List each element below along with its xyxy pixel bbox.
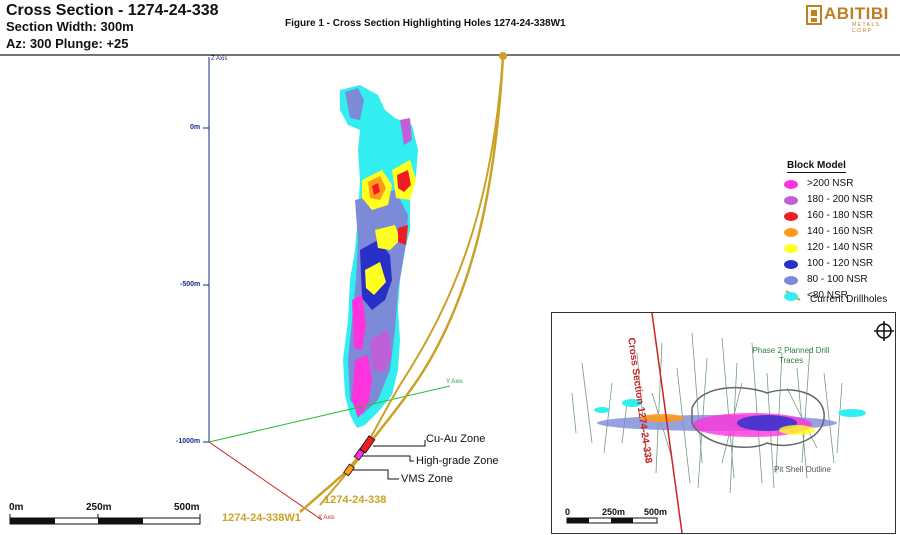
north-arrow-icon xyxy=(874,321,894,341)
inset-scale-0: 0 xyxy=(565,507,571,517)
logo-name: ABITIBI xyxy=(824,4,889,23)
inset-section-line xyxy=(651,313,683,533)
legend-drillholes-label: Current Drillholes xyxy=(810,294,888,305)
scale-label-500: 500m xyxy=(174,502,200,513)
legend-swatch xyxy=(784,228,798,237)
z-tick-500: -500m xyxy=(180,281,201,288)
page-title: Cross Section - 1274-24-338 xyxy=(6,2,219,19)
logo-subtitle: METALS CORP xyxy=(852,22,881,34)
drillhole-1274-24-338 xyxy=(319,55,504,506)
legend-swatch xyxy=(784,196,798,205)
cu-au-zone-label: Cu-Au Zone xyxy=(426,433,486,445)
legend-label: 100 - 120 NSR xyxy=(807,258,874,269)
inset-scale-bar xyxy=(566,517,658,524)
legend-label: 180 - 200 NSR xyxy=(807,194,874,205)
logo-mark-icon xyxy=(806,5,822,25)
z-tick-0: 0m xyxy=(190,124,201,131)
azimuth-text: Az: 300 Plunge: +25 xyxy=(6,36,129,51)
legend-label: 80 - 100 NSR xyxy=(807,274,868,285)
inset-scale-250: 250m xyxy=(602,507,626,517)
scale-bar xyxy=(9,514,201,525)
z-axis-label: Z Axis xyxy=(211,56,228,62)
figure-caption: Figure 1 - Cross Section Highlighting Ho… xyxy=(285,18,566,29)
legend-swatch xyxy=(784,276,798,285)
inset-block-model xyxy=(594,399,866,437)
cu-au-leader xyxy=(373,440,426,447)
x-axis-label: X Axis xyxy=(318,515,335,521)
hole-label-338: 1274-24-338 xyxy=(324,494,387,506)
cu-au-zone-marker xyxy=(359,435,376,454)
legend-swatch xyxy=(784,260,798,269)
legend-label: 160 - 180 NSR xyxy=(807,210,874,221)
scale-label-250: 250m xyxy=(86,502,112,513)
phase2-label: Phase 2 Planned Drill Traces xyxy=(752,346,830,365)
y-axis-line xyxy=(208,385,451,443)
high-grade-leader xyxy=(362,455,414,462)
drillhole-1274-24-338W1 xyxy=(299,55,505,513)
pit-shell-outline xyxy=(691,386,825,448)
block-model xyxy=(340,85,418,428)
x-axis-line xyxy=(208,441,323,521)
inset-map-drawing xyxy=(566,313,894,533)
legend-swatch xyxy=(784,212,798,221)
legend-label: >200 NSR xyxy=(807,178,854,189)
legend-label: <80 NSR xyxy=(807,290,848,301)
inset-scale-500: 500m xyxy=(644,507,668,517)
y-axis-label: Y Axis xyxy=(446,379,463,385)
legend-swatch xyxy=(784,180,798,189)
collar-marker xyxy=(499,52,507,60)
legend-swatch xyxy=(784,244,798,253)
legend-label: 120 - 140 NSR xyxy=(807,242,874,253)
company-logo: ABITIBI METALS CORP xyxy=(806,4,896,34)
vms-zone-marker xyxy=(343,463,355,477)
legend-label: 140 - 160 NSR xyxy=(807,226,874,237)
hole-label-338w1: 1274-24-338W1 xyxy=(222,512,301,524)
z-tick-1000: -1000m xyxy=(176,438,201,445)
pit-shell-label: Pit Shell Outline xyxy=(774,465,831,474)
legend-title: Block Model xyxy=(787,160,846,173)
vms-leader xyxy=(352,469,399,480)
vms-zone-label: VMS Zone xyxy=(401,473,453,485)
section-width-text: Section Width: 300m xyxy=(6,19,134,34)
scale-label-0: 0m xyxy=(9,502,24,513)
high-grade-zone-label: High-grade Zone xyxy=(416,455,499,467)
inset-map: Cross Section 1274-24-338 Phase 2 Planne… xyxy=(551,312,896,534)
legend-swatch xyxy=(784,292,798,301)
high-grade-zone-marker xyxy=(353,448,365,461)
